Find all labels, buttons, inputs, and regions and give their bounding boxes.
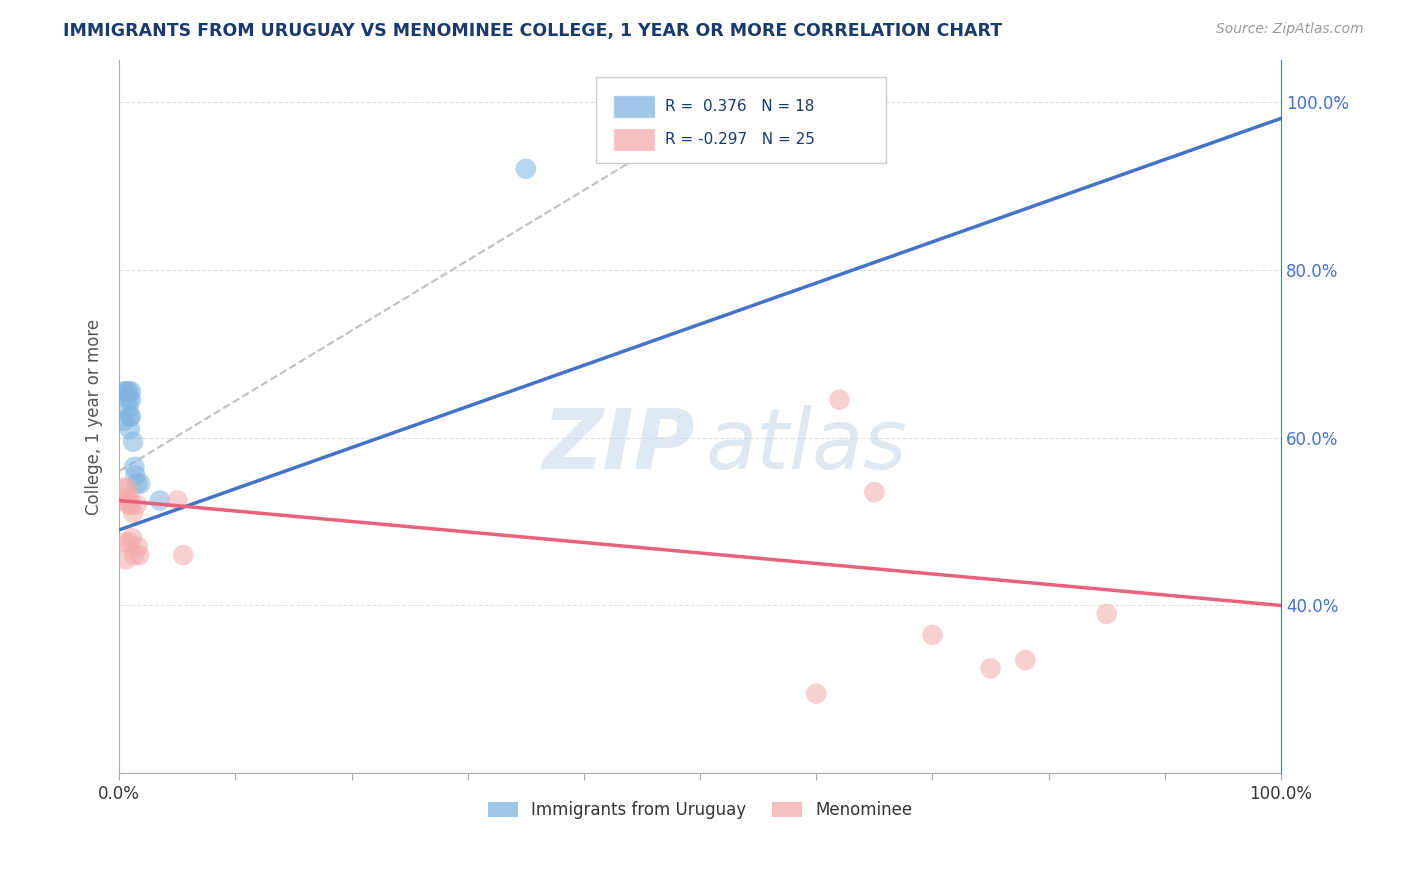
Point <box>921 628 943 642</box>
Point <box>117 401 139 416</box>
Point <box>980 661 1002 675</box>
Point <box>125 498 148 512</box>
Point <box>515 161 537 176</box>
Point <box>118 409 141 424</box>
Point <box>122 506 145 520</box>
Point <box>1014 653 1036 667</box>
Point <box>172 548 194 562</box>
Text: IMMIGRANTS FROM URUGUAY VS MENOMINEE COLLEGE, 1 YEAR OR MORE CORRELATION CHART: IMMIGRANTS FROM URUGUAY VS MENOMINEE COL… <box>63 22 1002 40</box>
Point <box>124 459 146 474</box>
Point <box>806 687 828 701</box>
Point <box>828 392 851 407</box>
Point <box>117 498 139 512</box>
Text: ZIP: ZIP <box>541 405 695 485</box>
Point <box>121 531 143 545</box>
Text: Source: ZipAtlas.com: Source: ZipAtlas.com <box>1216 22 1364 37</box>
FancyBboxPatch shape <box>613 128 655 152</box>
Point <box>166 493 188 508</box>
Point <box>1095 607 1118 621</box>
Point <box>128 548 150 562</box>
Point <box>112 384 135 399</box>
Point <box>118 535 141 549</box>
Point <box>115 552 138 566</box>
Point <box>118 422 141 436</box>
Point <box>149 493 172 508</box>
Point <box>112 493 135 508</box>
Text: R =  0.376   N = 18: R = 0.376 N = 18 <box>665 99 814 113</box>
Point <box>129 476 152 491</box>
Legend: Immigrants from Uruguay, Menominee: Immigrants from Uruguay, Menominee <box>481 795 918 826</box>
Text: atlas: atlas <box>706 405 907 485</box>
Point <box>120 409 142 424</box>
Point <box>118 493 141 508</box>
Point <box>112 414 135 428</box>
FancyBboxPatch shape <box>596 78 886 163</box>
Point <box>127 540 149 554</box>
Point <box>117 481 139 495</box>
Point <box>125 476 148 491</box>
Text: R = -0.297   N = 25: R = -0.297 N = 25 <box>665 132 815 147</box>
Point <box>115 384 138 399</box>
Point <box>124 468 146 483</box>
Point <box>117 392 139 407</box>
Point <box>122 434 145 449</box>
Point <box>120 384 142 399</box>
Point <box>124 548 146 562</box>
Point <box>117 384 139 399</box>
Point <box>111 481 134 495</box>
Point <box>120 392 142 407</box>
Point <box>863 485 886 500</box>
Point <box>114 535 136 549</box>
Y-axis label: College, 1 year or more: College, 1 year or more <box>86 318 103 515</box>
Point <box>117 489 139 503</box>
Point <box>120 498 142 512</box>
FancyBboxPatch shape <box>613 95 655 118</box>
